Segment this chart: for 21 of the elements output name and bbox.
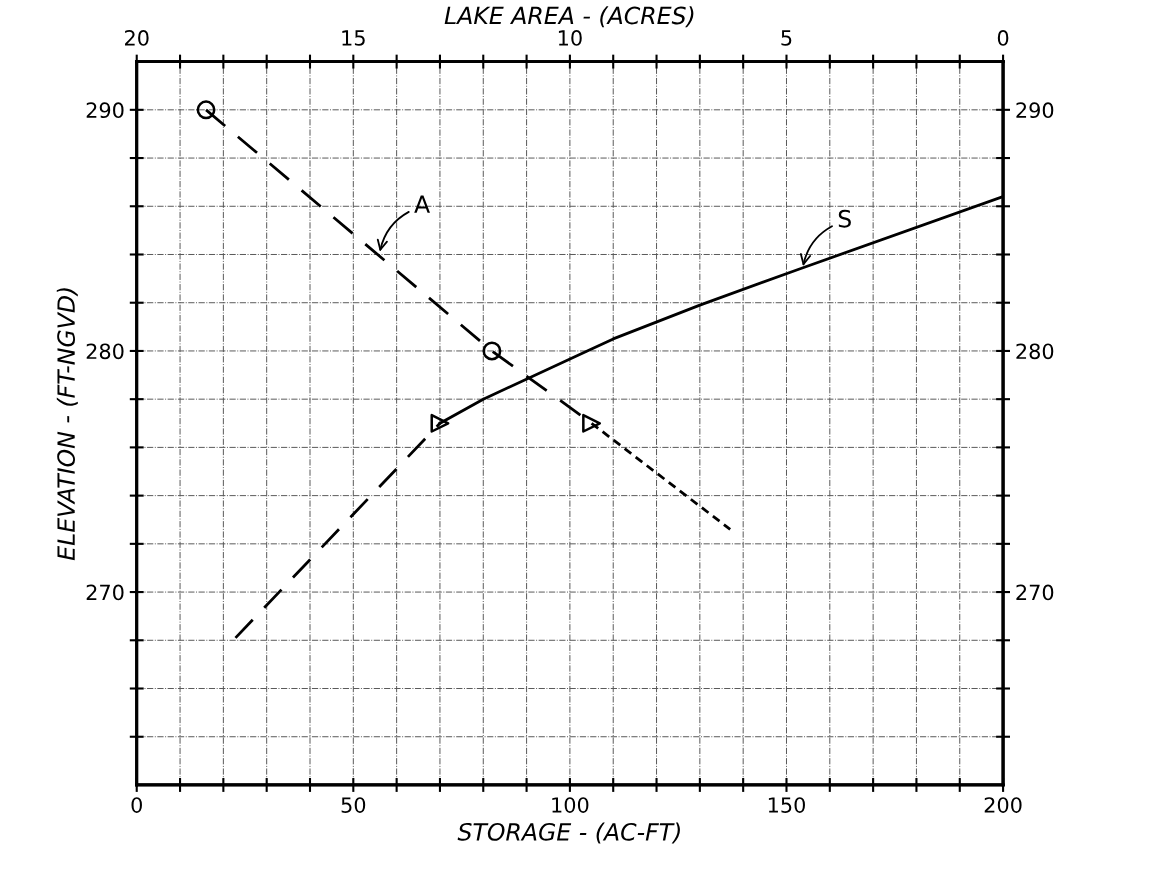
y2-tick-label: 280 (1016, 343, 1054, 360)
y2-tick-label: 270 (1016, 584, 1054, 601)
x2-tick-label: 5 (781, 30, 792, 46)
x-tick-label: 50 (341, 797, 366, 813)
x2-tick-label: 10 (558, 30, 582, 46)
x2-tick-label: 0 (997, 30, 1009, 46)
x-axis-title: STORAGE - (AC-FT) (457, 822, 680, 844)
x2-tick-label: 20 (125, 30, 149, 46)
annotation: A (414, 195, 430, 213)
x2-axis-title: LAKE AREA - (ACRES) (444, 6, 694, 28)
x-tick-label: 200 (984, 797, 1022, 813)
x2-tick-label: 15 (342, 30, 365, 46)
x-tick-label: 100 (552, 797, 589, 813)
y2-tick-label: 290 (1016, 102, 1054, 119)
y-tick-label: 280 (86, 343, 124, 360)
x-tick-label: 0 (131, 797, 142, 813)
y-tick-label: 270 (86, 584, 124, 601)
y-tick-label: 290 (86, 102, 124, 119)
y-axis-title: ELEVATION - (FT-NGVD) (56, 288, 78, 561)
annotation: S (838, 209, 851, 228)
x-tick-label: 150 (768, 797, 805, 813)
